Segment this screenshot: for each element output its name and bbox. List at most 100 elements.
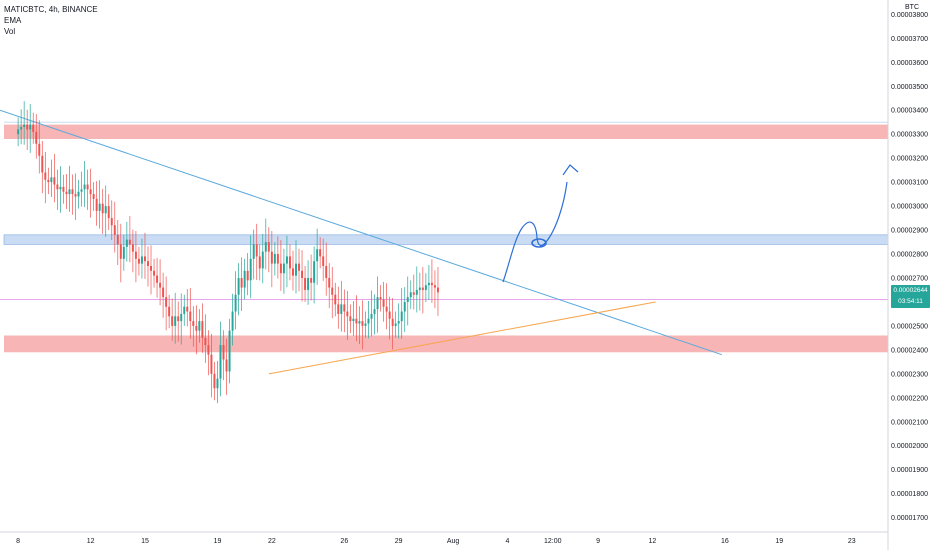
time-tick-label: 12:00 [544, 538, 562, 545]
candle-body [427, 282, 430, 286]
candle-body [186, 306, 189, 312]
candle-body [273, 254, 276, 264]
candle-body [331, 287, 334, 295]
time-tick-label: 12 [87, 538, 95, 545]
candle-body [198, 321, 201, 331]
candle-body [20, 127, 23, 130]
candle-body [322, 256, 325, 266]
candle-body [385, 306, 388, 312]
candles-layer [17, 101, 439, 404]
candle-body [23, 124, 26, 128]
ema-indicator-label[interactable]: EMA [4, 16, 22, 25]
price-tick-label: 0.00002700 [891, 275, 928, 282]
candle-body [343, 304, 346, 312]
candle-body [180, 313, 183, 322]
candle-body [195, 325, 198, 331]
candle-body [291, 268, 294, 276]
candle-body [41, 155, 44, 173]
candle-body [400, 311, 403, 322]
candle-body [222, 345, 225, 360]
candle-body [32, 124, 35, 132]
support-zone[interactable] [4, 335, 888, 353]
chart-legend: MATICBTC, 4h, BINANCE EMA Vol [4, 4, 98, 37]
candle-body [201, 321, 204, 338]
midline-zone[interactable] [3, 234, 889, 245]
candle-body [95, 198, 98, 211]
price-tick-label: 0.00003800 [891, 12, 928, 19]
candle-body [301, 270, 304, 278]
candle-body [355, 318, 358, 324]
candle-body [415, 289, 418, 295]
candle-body [307, 277, 310, 290]
candle-body [119, 244, 122, 259]
candle-body [168, 306, 171, 317]
resistance-zone[interactable] [4, 124, 888, 139]
candle-body [394, 323, 397, 326]
candle-body [140, 256, 143, 264]
ascending-trendline[interactable] [268, 301, 656, 375]
price-tick-label: 0.00001900 [891, 467, 928, 474]
candle-body [98, 203, 101, 211]
price-tick-label: 0.00003100 [891, 180, 928, 187]
candle-body [409, 292, 412, 298]
candle-body [150, 266, 153, 271]
candle-body [346, 311, 349, 317]
candle-body [74, 194, 77, 197]
candle-body [424, 285, 427, 290]
price-tick-label: 0.00002900 [891, 228, 928, 235]
candle-body [397, 321, 400, 324]
price-tick-label: 0.00003700 [891, 36, 928, 43]
candle-body [47, 179, 50, 183]
lines-layer [0, 109, 888, 375]
price-axis[interactable]: 0.00001700 0.00001800 0.00001900 0.00002000… [891, 12, 928, 522]
time-axis[interactable]: 8 12 15 19 22 26 29 Aug 4 12:00 9 12 16 19 23 [16, 538, 856, 545]
candle-body [44, 172, 47, 180]
candle-body [153, 270, 156, 276]
descending-trendline[interactable] [0, 109, 723, 356]
price-tick-label: 0.00003000 [891, 204, 928, 211]
symbol-title[interactable]: MATICBTC, 4h, BINANCE [4, 5, 98, 14]
candle-body [279, 263, 282, 274]
candle-body [282, 263, 285, 274]
candle-body [421, 287, 424, 290]
candle-body [165, 297, 168, 307]
candle-body [264, 242, 267, 252]
retest-circle-drawing [531, 238, 547, 248]
time-tick-label: 15 [141, 538, 149, 545]
price-tick-label: 0.00001700 [891, 515, 928, 522]
candle-body [337, 304, 340, 314]
candle-body [349, 316, 352, 322]
time-tick-label: 9 [596, 538, 600, 545]
candle-body [237, 277, 240, 295]
candle-body [137, 258, 140, 264]
candle-body [261, 251, 264, 269]
candle-body [174, 316, 177, 326]
candle-body [304, 277, 307, 290]
candle-body [313, 261, 316, 283]
candle-body [352, 318, 355, 322]
price-tick-label: 0.00003600 [891, 60, 928, 67]
candle-body [35, 131, 38, 144]
candle-body [376, 297, 379, 310]
price-tick-label: 0.00002200 [891, 395, 928, 402]
candle-body [59, 186, 62, 190]
candle-body [17, 129, 20, 135]
annotation-layer [502, 164, 579, 283]
candle-body [391, 318, 394, 326]
candle-body [101, 203, 104, 214]
candle-body [210, 354, 213, 374]
projection-arrow-drawing [502, 181, 568, 283]
candle-body [382, 299, 385, 307]
price-tick-label: 0.00003300 [891, 132, 928, 139]
time-tick-label: 12 [649, 538, 657, 545]
candle-body [77, 191, 80, 197]
candle-body [334, 294, 337, 305]
time-tick-label: 29 [395, 538, 403, 545]
time-tick-label: 23 [848, 538, 856, 545]
candle-body [433, 285, 436, 288]
candle-body [131, 244, 134, 252]
candle-body [26, 124, 29, 130]
volume-indicator-label[interactable]: Vol [4, 27, 16, 36]
candle-body [207, 345, 210, 355]
